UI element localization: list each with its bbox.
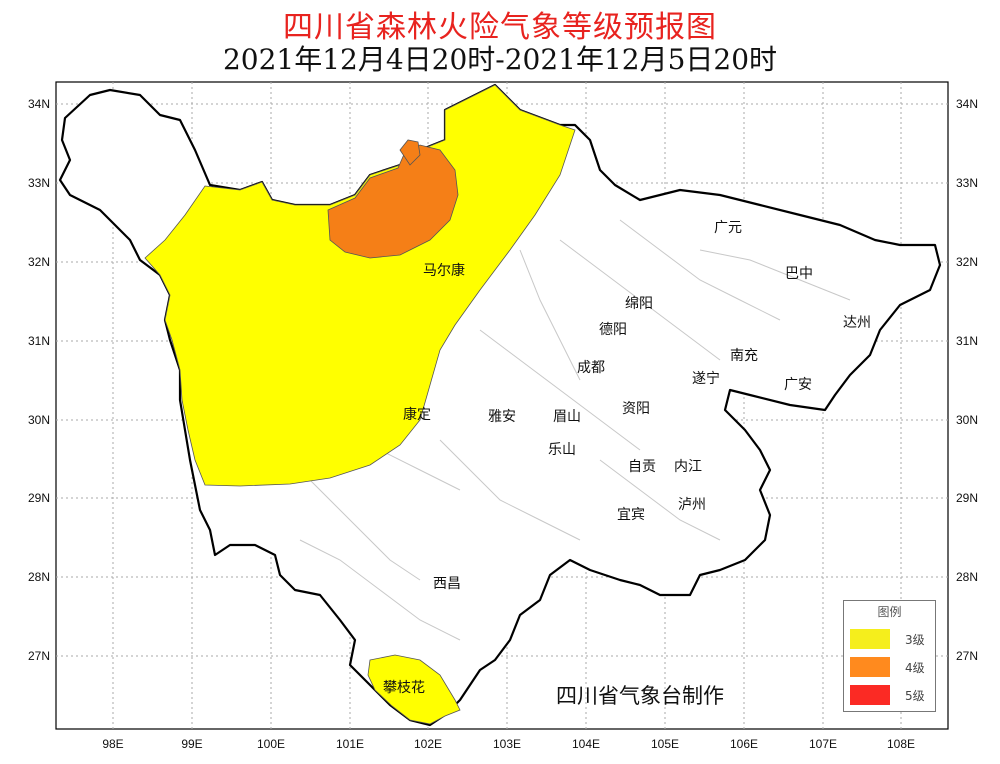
lat-tick-label: 33N xyxy=(956,176,978,190)
city-label: 巴中 xyxy=(785,266,813,282)
city-label: 眉山 xyxy=(553,409,581,425)
legend-item-level5: 5级 xyxy=(850,683,930,705)
lat-tick-label: 33N xyxy=(28,176,50,190)
level4-region-north xyxy=(327,144,459,259)
legend: 图例 3级 4级 5级 xyxy=(843,600,936,712)
lon-tick-label: 105E xyxy=(651,737,679,751)
level3-region-south xyxy=(367,654,461,725)
lat-tick-label: 28N xyxy=(956,570,978,584)
lat-tick-label: 31N xyxy=(956,334,978,348)
city-label: 西昌 xyxy=(433,576,461,592)
lon-tick-label: 101E xyxy=(336,737,364,751)
city-label: 德阳 xyxy=(599,322,627,338)
legend-label-level4: 4级 xyxy=(905,661,925,675)
lat-tick-label: 32N xyxy=(28,255,50,269)
lon-tick-label: 108E xyxy=(887,737,915,751)
city-label: 成都 xyxy=(577,360,605,376)
lat-tick-label: 30N xyxy=(956,413,978,427)
lat-tick-label: 32N xyxy=(956,255,978,269)
city-label: 绵阳 xyxy=(625,295,653,312)
city-label: 马尔康 xyxy=(423,262,465,279)
lon-tick-label: 98E xyxy=(102,737,123,751)
lon-tick-label: 103E xyxy=(493,737,521,751)
lat-tick-label: 28N xyxy=(28,570,50,584)
lat-tick-label: 34N xyxy=(28,97,50,111)
city-label: 内江 xyxy=(674,459,702,475)
lon-tick-label: 107E xyxy=(809,737,837,751)
city-label: 达州 xyxy=(843,315,871,331)
city-label: 广元 xyxy=(714,220,742,236)
lat-tick-label: 27N xyxy=(956,649,978,663)
map-frame xyxy=(55,81,949,730)
city-label: 宜宾 xyxy=(617,507,645,523)
city-label: 康定 xyxy=(403,406,431,423)
lon-tick-label: 100E xyxy=(257,737,285,751)
city-label: 泸州 xyxy=(678,497,706,513)
city-label: 攀枝花 xyxy=(383,680,425,696)
city-label: 雅安 xyxy=(488,409,516,425)
lon-tick-label: 104E xyxy=(572,737,600,751)
city-label: 乐山 xyxy=(548,442,576,458)
city-label: 遂宁 xyxy=(692,370,720,387)
legend-item-level3: 3级 xyxy=(850,627,930,649)
legend-item-level4: 4级 xyxy=(850,655,930,677)
lon-tick-label: 106E xyxy=(730,737,758,751)
lat-tick-label: 31N xyxy=(28,334,50,348)
legend-label-level3: 3级 xyxy=(905,633,925,647)
lat-tick-label: 29N xyxy=(28,491,50,505)
map-subtitle: 2021年12月4日20时-2021年12月5日20时 xyxy=(222,43,778,76)
city-label: 自贡 xyxy=(628,459,656,475)
level4-spot xyxy=(399,139,421,166)
axis-ticks: 98E 99E 100E 101E 102E 103E 104E 105E 106E 107E 10… xyxy=(28,97,978,751)
credit-text: 四川省气象台制作 xyxy=(556,684,724,708)
legend-swatch-level4 xyxy=(850,657,890,677)
city-label: 广安 xyxy=(784,377,812,393)
legend-label-level5: 5级 xyxy=(905,689,925,703)
lon-tick-label: 102E xyxy=(414,737,442,751)
lat-tick-label: 29N xyxy=(956,491,978,505)
map-title: 四川省森林火险气象等级预报图 xyxy=(283,10,717,45)
level3-region-northwest xyxy=(144,84,576,487)
legend-swatch-level5 xyxy=(850,685,890,705)
lon-tick-label: 99E xyxy=(181,737,202,751)
legend-title: 图例 xyxy=(877,605,902,619)
lat-tick-label: 27N xyxy=(28,649,50,663)
city-label: 资阳 xyxy=(622,401,650,417)
legend-swatch-level3 xyxy=(850,629,890,649)
lat-tick-label: 34N xyxy=(956,97,978,111)
city-label: 南充 xyxy=(730,348,758,364)
lat-tick-label: 30N xyxy=(28,413,50,427)
